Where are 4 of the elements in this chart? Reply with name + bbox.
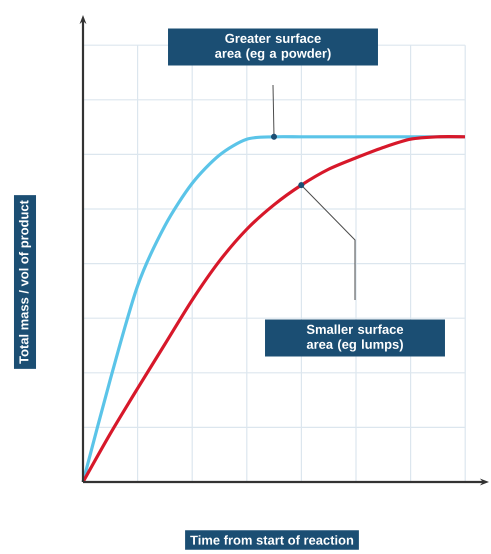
y-axis-title: Total mass / vol of product	[18, 200, 32, 364]
annotation: Smaller surface area (eg lumps)	[306, 324, 404, 352]
text: Greater surface area (eg a powder)	[215, 33, 331, 61]
x-axis-title: Time from start of reaction	[190, 535, 354, 545]
